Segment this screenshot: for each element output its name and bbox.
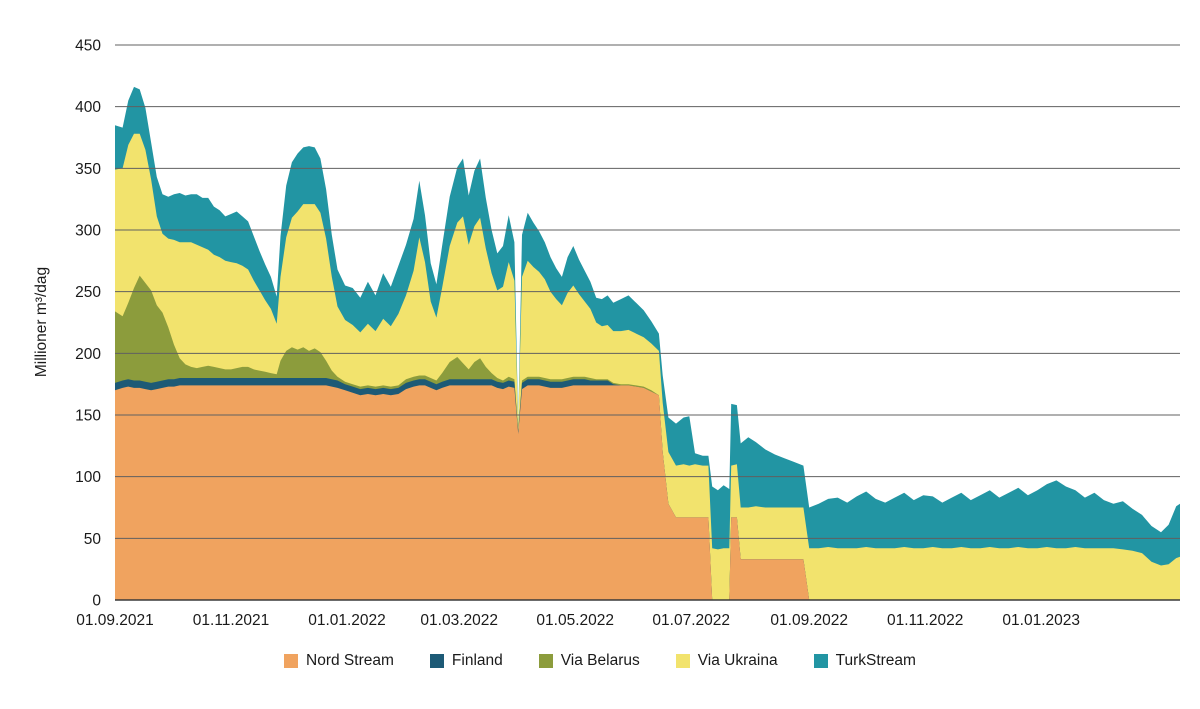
y-axis-title: Millioner m³/dag — [33, 267, 50, 377]
x-tick-label: 01.07.2022 — [652, 612, 730, 629]
y-tick-label: 300 — [75, 223, 101, 240]
y-tick-label: 150 — [75, 408, 101, 425]
y-axis-tick-labels: 0 50 100 150 200 250 300 350 400 450 — [75, 38, 101, 610]
chart-areas — [115, 86, 1180, 601]
legend-item-turkstream: TurkStream — [813, 652, 916, 670]
legend-label: Nord Stream — [306, 652, 394, 669]
x-tick-label: 01.09.2021 — [76, 612, 154, 629]
x-tick-label: 01.03.2022 — [420, 612, 498, 629]
x-tick-label: 01.01.2023 — [1002, 612, 1080, 629]
legend-label: Finland — [451, 652, 503, 669]
legend-label: TurkStream — [835, 652, 916, 669]
x-tick-label: 01.11.2022 — [887, 612, 963, 629]
chart-gridlines — [115, 44, 1180, 601]
legend-swatch-turkstream — [813, 654, 828, 668]
legend-item-via-ukraina: Via Ukraina — [675, 652, 778, 670]
y-tick-label: 200 — [75, 346, 101, 363]
legend-label: Via Ukraina — [697, 652, 778, 669]
y-tick-label: 450 — [75, 38, 101, 55]
legend-swatch-finland — [429, 654, 444, 668]
x-tick-label: 01.05.2022 — [536, 612, 614, 629]
legend: Nord Stream Finland Via Belarus Via Ukraina… — [0, 646, 1200, 676]
y-tick-label: 400 — [75, 99, 101, 116]
legend-item-nord-stream: Nord Stream — [284, 652, 394, 670]
x-tick-label: 01.01.2022 — [308, 612, 386, 629]
y-tick-label: 350 — [75, 161, 101, 178]
x-tick-label: 01.11.2021 — [193, 612, 269, 629]
legend-swatch-nord-stream — [284, 654, 299, 668]
legend-item-via-belarus: Via Belarus — [538, 652, 640, 670]
legend-swatch-via-belarus — [538, 654, 553, 668]
y-tick-label: 0 — [92, 593, 101, 610]
legend-item-finland: Finland — [429, 652, 503, 670]
legend-label: Via Belarus — [560, 652, 640, 669]
legend-swatch-via-ukraina — [675, 654, 690, 668]
y-tick-label: 100 — [75, 469, 101, 486]
area-nord-stream — [115, 385, 1180, 600]
y-tick-label: 50 — [84, 531, 102, 548]
x-axis-tick-labels: 01.09.2021 01.11.2021 01.01.2022 01.03.2022… — [76, 612, 1080, 629]
y-tick-label: 250 — [75, 284, 101, 301]
x-tick-label: 01.09.2022 — [770, 612, 848, 629]
